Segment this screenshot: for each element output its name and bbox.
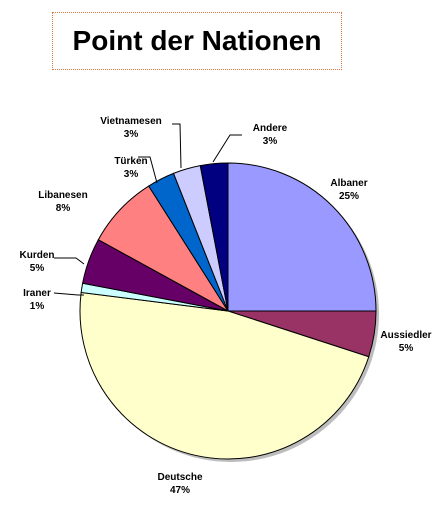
slice-percent-kurden: 5%	[30, 263, 45, 274]
chart-title-box: Point der Nationen	[52, 12, 342, 70]
pie-slice-albaner	[227, 162, 377, 312]
slice-name-türken: Türken	[114, 156, 147, 167]
slice-name-andere: Andere	[253, 123, 288, 134]
leader-line-iraner	[53, 292, 84, 296]
leader-line-kurden	[54, 257, 85, 265]
slice-percent-deutsche: 47%	[170, 485, 190, 496]
pie-slice-andere	[199, 162, 229, 312]
slice-percent-vietnamesen: 3%	[124, 129, 139, 140]
slice-percent-albaner: 25%	[339, 191, 359, 202]
slice-name-libanesen: Libanesen	[38, 190, 87, 201]
slice-name-kurden: Kurden	[20, 250, 55, 261]
slice-percent-iraner: 1%	[30, 301, 45, 312]
leader-line-andere	[212, 134, 242, 163]
slice-name-deutsche: Deutsche	[157, 472, 202, 483]
slice-percent-aussiedler: 5%	[399, 343, 414, 354]
leader-line-türken	[138, 156, 158, 184]
slice-percent-libanesen: 8%	[56, 203, 71, 214]
slice-percent-türken: 3%	[124, 169, 139, 180]
slice-name-iraner: Iraner	[23, 288, 51, 299]
slice-name-vietnamesen: Vietnamesen	[100, 116, 162, 127]
leader-line-vietnamesen	[172, 123, 182, 169]
chart-title: Point der Nationen	[72, 25, 322, 56]
slice-name-albaner: Albaner	[330, 178, 367, 189]
pie-slice-deutsche	[79, 291, 370, 460]
slice-percent-andere: 3%	[263, 136, 278, 147]
slice-name-aussiedler: Aussiedler	[380, 330, 431, 341]
